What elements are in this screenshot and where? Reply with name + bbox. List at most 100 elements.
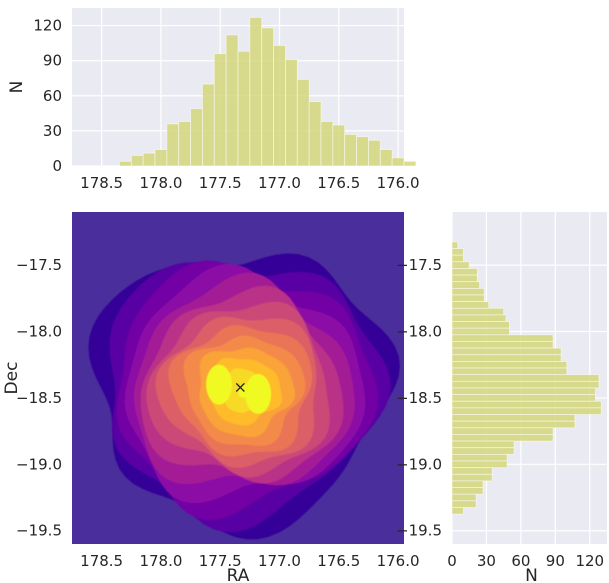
ra-bar [142,152,156,167]
dec-bar [451,354,562,362]
dec-bar [451,453,508,462]
x-tick-label: 120 [575,552,604,570]
ra-bar [356,136,369,167]
ra-bar [320,121,334,167]
dec-bar [451,360,568,369]
dec-bar [451,400,602,409]
ra-bar [403,160,417,167]
x-tick-label: 176.5 [317,552,360,570]
ra-histogram-bars [119,16,417,167]
ra-histogram-x-ticks: 178.5 178.0 177.5 177.0 176.5 176.0 [80,174,419,192]
dec-bar [451,493,477,502]
dec-bar [451,467,493,475]
ra-bar [379,149,393,167]
dec-bar [451,440,515,449]
ra-bar [225,34,239,167]
ra-bar [130,155,144,167]
ra-histogram-y-ticks: 0 30 60 90 120 [33,17,62,175]
dec-bar [451,367,568,376]
ra-bar [202,83,215,167]
x-tick-label: 176.0 [377,174,420,192]
dec-bar [451,507,464,515]
y-tick-label: 0 [52,157,62,175]
dec-bar [451,261,470,269]
ra-bar [249,16,263,167]
y-tick-label: −19.0 [16,455,62,473]
ra-bar [178,121,191,167]
x-tick-label: 176.5 [317,174,360,192]
density-y-ticks: −17.5 −18.0 −18.5 −19.0 −19.5 [16,256,62,540]
ra-bar [119,160,132,167]
dec-bar [451,248,464,256]
x-tick-label: 178.0 [139,552,182,570]
x-tick-label: 177.0 [258,552,301,570]
dec-bar [451,281,480,289]
ra-bar [296,78,310,167]
ra-histogram: 178.5 178.0 177.5 177.0 176.5 176.0 0 30 60 90 12… [7,8,420,192]
dec-bar [451,473,493,482]
dec-bar [451,420,576,429]
y-tick-label: −17.5 [396,256,442,274]
dec-bar [451,241,459,249]
ra-bar [213,53,227,167]
dec-bar [451,434,554,442]
density-peak [206,364,233,405]
dec-bar [451,301,490,309]
dec-histogram-x-label: N [525,566,538,583]
y-tick-label: −18.0 [396,323,442,341]
ra-bar [166,123,180,167]
y-tick-label: 120 [33,17,62,35]
center-marker: × [234,377,247,396]
y-tick-label: −17.5 [16,256,62,274]
density-panel: × 178.5 178.0 177.5 177.0 176.5 176.0 −17.5−1… [2,212,420,583]
ra-bar [273,45,286,167]
y-tick-label: −18.5 [396,389,442,407]
x-tick-label: 30 [477,552,496,570]
dec-bar [451,387,596,395]
x-tick-label: 90 [546,552,565,570]
density-x-label: RA [227,566,250,583]
x-tick-label: 176.0 [377,552,420,570]
dec-bar [451,347,562,356]
dec-bar [451,407,602,415]
density-y-label: Dec [2,362,22,395]
ra-bar [261,27,274,167]
x-tick-label: 177.5 [199,552,242,570]
dec-bar [451,480,484,488]
dec-bar [451,327,510,336]
x-tick-label: 178.5 [80,552,123,570]
dec-bar [451,307,505,316]
dec-bar [451,447,515,455]
dec-bar [451,287,485,296]
dec-bar [451,268,478,276]
ra-bar [237,50,251,167]
y-tick-label: −18.0 [16,323,62,341]
dec-bar [451,487,484,495]
x-tick-label: 178.5 [80,174,123,192]
y-tick-label: 60 [43,87,62,105]
dec-histogram-y-ticks: −17.5 −18.0 −18.5 −19.0 −19.5 [396,256,442,540]
x-tick-label: 177.0 [258,174,301,192]
ra-bar [391,157,405,167]
ra-bar [332,124,346,167]
density-contours [88,253,400,540]
y-tick-label: −18.5 [16,389,62,407]
x-tick-label: 0 [447,552,457,570]
dec-histogram-bars [451,241,602,515]
dec-histogram: 0 30 60 90 120 −17.5 −18.0 −18.5 −19.0 −19.5 N [396,212,607,583]
dec-bar [451,314,507,322]
density-peak [245,373,272,414]
ra-bar [190,108,203,167]
x-tick-label: 60 [511,552,530,570]
dec-bar [451,380,600,389]
ra-bar [308,101,322,167]
dec-bar [451,394,596,402]
dec-bar [451,414,576,422]
y-tick-label: 90 [43,52,62,70]
y-tick-label: 30 [43,122,62,140]
dec-bar [451,427,554,435]
y-tick-label: −19.5 [16,522,62,540]
dec-bar [451,460,508,469]
dec-bar [451,341,554,349]
